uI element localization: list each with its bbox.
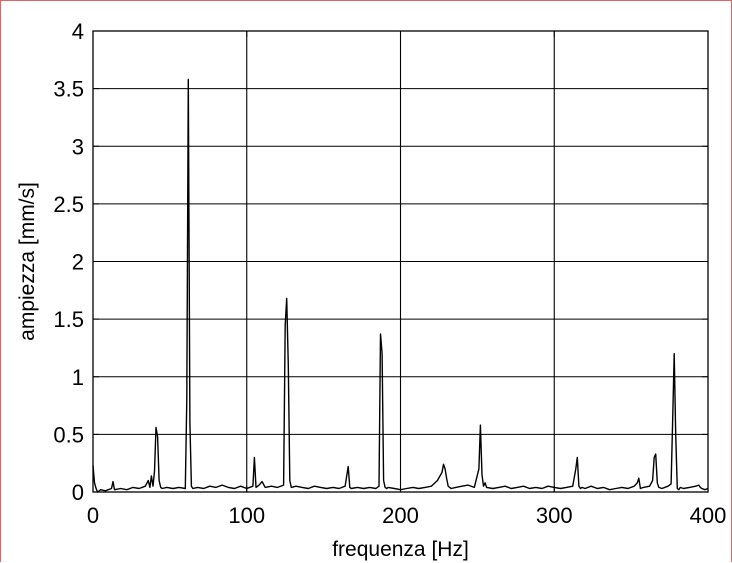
x-tick-labels: 0 100 200 300 400	[87, 503, 726, 528]
y-tick-label: 2.5	[53, 192, 84, 217]
y-axis-label: ampiezza [mm/s]	[16, 182, 39, 341]
y-tick-labels: 0 0.5 1 1.5 2 2.5 3 3.5 4	[53, 19, 84, 505]
y-tick-label: 0	[72, 480, 84, 505]
spectrum-line	[92, 78, 709, 493]
x-tick-label: 400	[690, 503, 727, 528]
y-tick-label: 3	[72, 134, 84, 159]
y-tick-label: 3.5	[53, 77, 84, 102]
x-tick-label: 0	[87, 503, 99, 528]
y-tick-label: 1.5	[53, 307, 84, 332]
axis-ticks	[92, 30, 709, 493]
x-tick-label: 200	[382, 503, 419, 528]
y-tick-label: 1	[72, 365, 84, 390]
x-tick-label: 300	[536, 503, 573, 528]
grid	[93, 31, 708, 492]
y-tick-label: 2	[72, 250, 84, 275]
y-tick-label: 4	[72, 19, 84, 44]
x-axis-label: frequenza [Hz]	[332, 538, 469, 561]
y-tick-label: 0.5	[53, 422, 84, 447]
x-tick-label: 100	[228, 503, 265, 528]
series-group	[92, 78, 709, 493]
